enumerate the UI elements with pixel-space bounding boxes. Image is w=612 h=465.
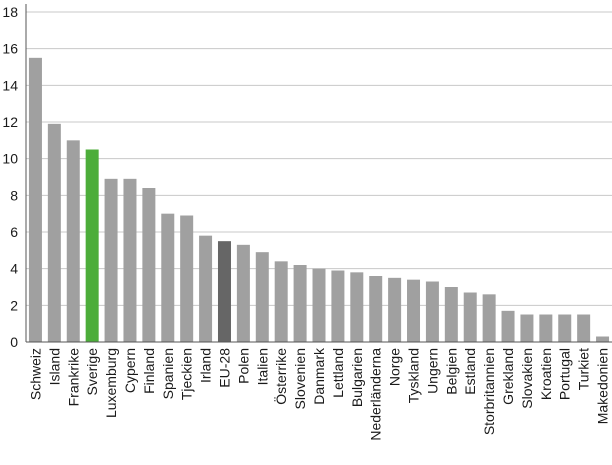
category-label: Storbritannien [481,348,497,435]
y-tick-label: 8 [10,187,18,203]
bar-bulgarien [350,272,364,342]
bar-portugal [558,314,572,342]
category-label: Luxemburg [103,348,119,418]
category-label: Polen [235,348,251,384]
category-label: Slovakien [519,348,535,409]
bar-italien [255,252,269,342]
category-label: Lettland [330,348,346,398]
bar-tyskland [407,279,421,342]
bar-irland [199,235,213,342]
bar-slovenien [293,265,307,342]
bar-polen [236,244,250,342]
bar-finland [142,188,156,342]
category-label: Norge [387,348,403,386]
y-tick-label: 4 [10,261,18,277]
category-label: Grekland [500,348,516,405]
y-tick-label: 12 [2,114,18,130]
bar-island [47,123,61,342]
category-label: Sverige [84,348,100,396]
category-label: Österrike [272,348,289,405]
y-tick-label: 10 [2,151,18,167]
y-tick-label: 16 [2,41,18,57]
y-tick-label: 0 [10,334,18,350]
bar-sverige [85,149,99,342]
y-tick-label: 6 [10,224,18,240]
category-labels: Schweiz Island Frankrike Sverige Luxemburg Cy… [27,347,610,441]
bar-ungern [425,281,439,342]
category-label: Bulgarien [349,348,365,407]
category-label: Estland [462,348,478,395]
bar-makedonien [596,336,610,342]
category-label: Makedonien [595,348,611,424]
category-label: Frankrike [65,348,81,407]
category-label: Slovenien [292,348,308,410]
category-label: Belgien [443,348,459,395]
bar-belgien [444,287,458,342]
bar-österrike [274,261,288,342]
axes [25,4,612,343]
category-label: Cypern [122,348,138,393]
bar-tjeckien [180,215,194,342]
category-label: Portugal [557,348,573,400]
bar-eu-28 [217,241,231,342]
bar-frankrike [66,140,80,342]
bar-turkiet [577,314,591,342]
category-label: EU-28 [216,348,232,388]
bar-lettland [331,270,345,342]
y-tick-label: 2 [10,297,18,313]
bar-estland [463,292,477,342]
category-label: Island [46,348,62,385]
bar-danmark [312,268,326,342]
category-label: Kroatien [538,348,554,400]
category-label: Irland [198,348,214,383]
category-label: Tyskland [406,348,422,403]
category-label: Finland [141,348,157,394]
y-tick-label: 18 [2,4,18,20]
bar-spanien [161,213,175,342]
bar-nederländerna [369,276,383,342]
category-label: Turkiet [576,348,592,390]
bar-cypern [123,178,137,342]
bar-luxemburg [104,178,118,342]
y-tick-labels: 0 2 4 6 8 10 12 14 16 18 [2,4,18,350]
category-label: Nederländerna [368,348,384,441]
bar-schweiz [28,57,42,342]
bars [28,57,610,342]
bar-norge [388,277,402,342]
bar-storbritannien [482,294,496,342]
bar-grekland [501,310,515,342]
bar-kroatien [539,314,553,342]
category-label: Tjeckien [179,348,195,400]
category-label: Schweiz [27,348,43,400]
category-label: Spanien [160,348,176,399]
category-label: Italien [254,348,270,385]
bar-slovakien [520,314,534,342]
y-tick-label: 14 [2,77,18,93]
category-label: Ungern [424,348,440,394]
category-label: Danmark [311,347,327,405]
